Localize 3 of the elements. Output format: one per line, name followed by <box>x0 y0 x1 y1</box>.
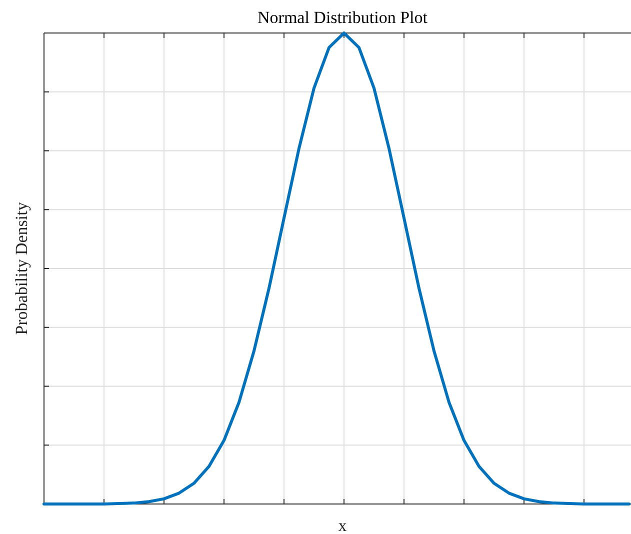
chart-title: Normal Distribution Plot <box>258 8 428 27</box>
x-axis-title: x <box>338 516 348 534</box>
y-axis-title: Probability Density <box>12 202 31 335</box>
